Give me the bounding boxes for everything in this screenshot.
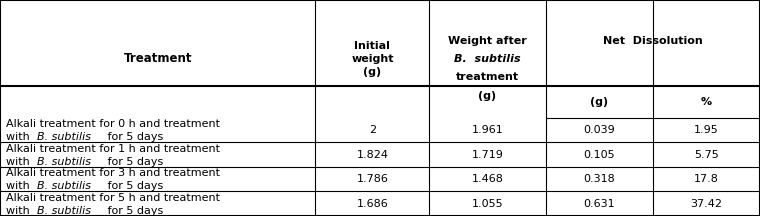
Text: 2: 2 (369, 125, 376, 135)
Text: (g): (g) (479, 91, 496, 101)
Text: 1.961: 1.961 (472, 125, 503, 135)
Text: B.  subtilis: B. subtilis (454, 54, 521, 64)
Text: 0.105: 0.105 (584, 150, 615, 160)
Text: 1.468: 1.468 (472, 174, 503, 184)
Text: for 5 days: for 5 days (104, 181, 163, 191)
Text: 1.686: 1.686 (356, 199, 388, 209)
Text: %: % (701, 97, 712, 107)
Text: 1.719: 1.719 (472, 150, 503, 160)
Text: for 5 days: for 5 days (104, 206, 163, 216)
Text: 1.786: 1.786 (356, 174, 388, 184)
Text: Alkali treatment for 1 h and treatment: Alkali treatment for 1 h and treatment (6, 144, 220, 154)
Text: with: with (6, 157, 33, 167)
Text: (g): (g) (591, 97, 608, 107)
Text: 1.055: 1.055 (472, 199, 503, 209)
Text: 0.631: 0.631 (584, 199, 615, 209)
Text: B. subtilis: B. subtilis (36, 157, 90, 167)
Text: 0.039: 0.039 (584, 125, 615, 135)
Text: B. subtilis: B. subtilis (36, 181, 90, 191)
Text: for 5 days: for 5 days (104, 157, 163, 167)
Text: with: with (6, 206, 33, 216)
Text: 17.8: 17.8 (694, 174, 719, 184)
Text: with: with (6, 132, 33, 142)
Text: 1.95: 1.95 (694, 125, 719, 135)
Text: Alkali treatment for 0 h and treatment: Alkali treatment for 0 h and treatment (6, 119, 220, 129)
Text: Alkali treatment for 3 h and treatment: Alkali treatment for 3 h and treatment (6, 168, 220, 178)
Text: 1.824: 1.824 (356, 150, 388, 160)
Text: Alkali treatment for 5 h and treatment: Alkali treatment for 5 h and treatment (6, 193, 220, 203)
Text: for 5 days: for 5 days (104, 132, 163, 142)
Text: Weight after: Weight after (448, 35, 527, 46)
Text: Initial
weight
(g): Initial weight (g) (351, 41, 394, 77)
Text: B. subtilis: B. subtilis (36, 206, 90, 216)
Text: treatment: treatment (456, 72, 519, 82)
Text: Treatment: Treatment (123, 52, 192, 65)
Text: with: with (6, 181, 33, 191)
Text: Net  Dissolution: Net Dissolution (603, 36, 703, 46)
Text: 5.75: 5.75 (694, 150, 719, 160)
Text: B. subtilis: B. subtilis (36, 132, 90, 142)
Text: 37.42: 37.42 (690, 199, 723, 209)
Text: 0.318: 0.318 (584, 174, 615, 184)
